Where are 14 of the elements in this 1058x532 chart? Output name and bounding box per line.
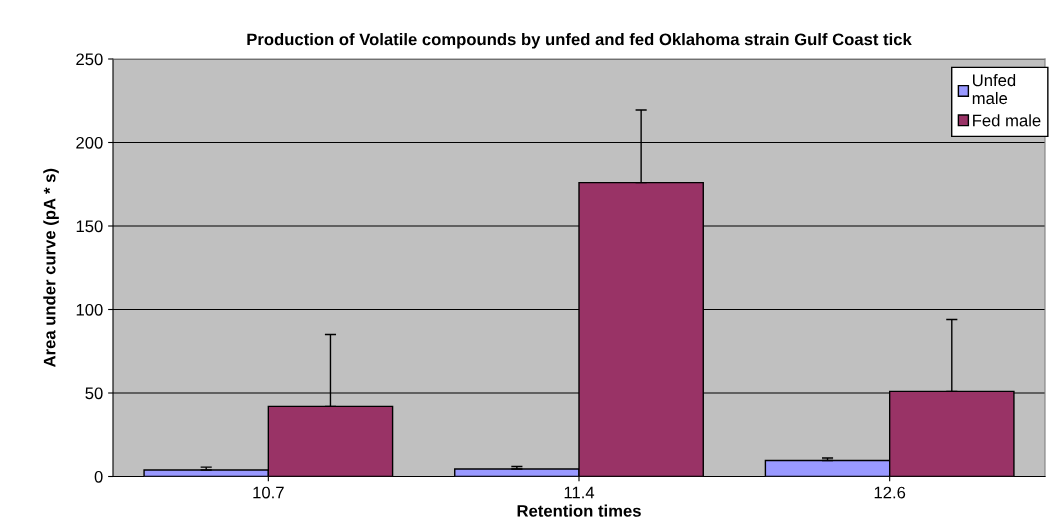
y-tick-label: 200 bbox=[76, 136, 103, 149]
x-tick-label: 12.6 bbox=[874, 486, 906, 499]
y-tick-label: 150 bbox=[76, 220, 103, 233]
x-tick-label: 10.7 bbox=[253, 486, 284, 499]
y-tick-label: 100 bbox=[76, 303, 103, 316]
chart-title: Production of Volatile compounds by unfed and fed Oklahoma strain Gulf Coast tick bbox=[247, 33, 912, 49]
legend-label: Unfed male bbox=[972, 74, 1016, 105]
x-axis-title: Retention times bbox=[517, 504, 641, 517]
y-axis-title: Area under curve (pA * s) bbox=[43, 168, 59, 368]
legend-label: Fed male bbox=[973, 114, 1041, 127]
y-tick-label: 250 bbox=[76, 53, 103, 66]
x-tick-label: 11.4 bbox=[564, 486, 595, 499]
y-tick-label: 0 bbox=[94, 470, 103, 483]
y-tick-label: 50 bbox=[85, 387, 103, 400]
